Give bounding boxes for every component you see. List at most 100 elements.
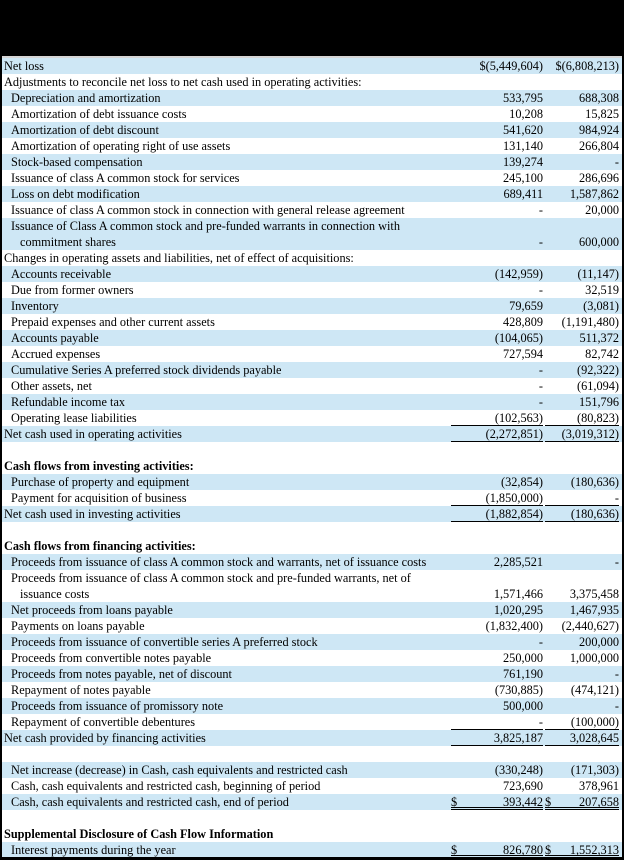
value-amount: 723,690 <box>503 779 543 793</box>
value-col-2: 1,587,862 <box>545 186 619 202</box>
row-label: Stock-based compensation <box>4 154 451 170</box>
value-col-1: $ 393,442 <box>451 794 543 810</box>
row-label-line1: Adjustments to reconcile net loss to net… <box>4 75 362 89</box>
row-label: Proceeds from issuance of class A common… <box>4 554 451 570</box>
row-label: Proceeds from issuance of convertible se… <box>4 634 451 650</box>
row-label-line1: Net cash used in investing activities <box>4 507 181 521</box>
value-amount: 511,372 <box>579 331 619 345</box>
row-label: Net loss <box>4 58 451 74</box>
row-label-line1: Due from former owners <box>11 283 134 297</box>
table-row: Refundable income tax - 151,796 <box>2 394 622 410</box>
value-amount: - <box>538 379 543 393</box>
row-label: Adjustments to reconcile net loss to net… <box>4 74 451 90</box>
value-amount: - <box>614 667 619 681</box>
row-label-line1: Accounts payable <box>11 331 99 345</box>
value-col-2: 600,000 <box>545 234 619 250</box>
row-label: Proceeds from issuance of promissory not… <box>4 698 451 714</box>
table-row: Proceeds from convertible notes payable … <box>2 650 622 666</box>
row-label: Operating lease liabilities <box>4 410 451 426</box>
row-label: Refundable income tax <box>4 394 451 410</box>
table-row: Supplemental Disclosure of Cash Flow Inf… <box>2 826 622 842</box>
value-col-2: $ 207,658 <box>545 794 619 810</box>
value-amount: - <box>538 283 543 297</box>
value-amount: 727,594 <box>503 347 543 361</box>
value-col-1: 3,825,187 <box>451 730 543 746</box>
value-col-2: (100,000) <box>545 714 619 730</box>
value-amount: 20,000 <box>585 203 619 217</box>
row-label-line1: Payment for acquisition of business <box>11 491 187 505</box>
value-col-2: $(6,808,213) <box>545 58 619 74</box>
row-label-line1: Repayment of convertible debentures <box>11 715 196 729</box>
table-row: Cash flows from investing activities: <box>2 458 622 474</box>
row-label: Proceeds from convertible notes payable <box>4 650 451 666</box>
table-row: Accounts payable (104,065) 511,372 <box>2 330 622 346</box>
row-label: Accounts receivable <box>4 266 451 282</box>
table-row: Operating lease liabilities (102,563) (8… <box>2 410 622 426</box>
value-amount: 250,000 <box>503 651 543 665</box>
table-row: Cash flows from financing activities: <box>2 538 622 554</box>
table-row: Proceeds from issuance of class A common… <box>2 570 622 602</box>
row-label: Amortization of debt issuance costs <box>4 106 451 122</box>
value-col-2: $ 1,552,313 <box>545 842 619 857</box>
row-label-line2: commitment shares <box>20 235 116 249</box>
value-amount: 500,000 <box>503 699 543 713</box>
row-label: Cash flows from financing activities: <box>4 538 451 554</box>
table-row: Issuance of Class A common stock and pre… <box>2 218 622 250</box>
value-amount: (474,121) <box>570 683 619 697</box>
row-label-line1: Proceeds from issuance of class A common… <box>11 571 411 585</box>
value-amount: 245,100 <box>503 171 543 185</box>
value-col-2: (3,019,312) <box>545 426 619 442</box>
value-col-1: - <box>451 202 543 218</box>
value-col-2: 15,825 <box>545 106 619 122</box>
masked-header-band <box>2 0 622 58</box>
value-col-1: 500,000 <box>451 698 543 714</box>
value-amount: 3,825,187 <box>493 731 543 745</box>
value-col-2: - <box>545 490 619 506</box>
value-col-1 <box>451 538 543 554</box>
row-label-line1: Cash, cash equivalents and restricted ca… <box>11 795 289 809</box>
value-col-1: - <box>451 394 543 410</box>
row-label-line1: Proceeds from convertible notes payable <box>11 651 212 665</box>
value-amount: 984,924 <box>579 123 619 137</box>
table-row: Net increase (decrease) in Cash, cash eq… <box>2 762 622 778</box>
row-label-line1: Refundable income tax <box>11 395 126 409</box>
value-amount: (104,065) <box>494 331 543 345</box>
value-col-1 <box>451 746 543 762</box>
row-label: Purchase of property and equipment <box>4 474 451 490</box>
row-label: Due from former owners <box>4 282 451 298</box>
value-amount: (3,081) <box>583 299 619 313</box>
table-row: Prepaid expenses and other current asset… <box>2 314 622 330</box>
value-col-2: 3,028,645 <box>545 730 619 746</box>
value-amount: (1,832,400) <box>485 619 543 633</box>
table-row: Changes in operating assets and liabilit… <box>2 250 622 266</box>
value-amount: - <box>538 395 543 409</box>
value-amount: 207,658 <box>579 795 619 809</box>
value-col-2 <box>545 250 619 266</box>
cashflow-table: Net loss $(5,449,604) $(6,808,213) Adjus… <box>2 58 622 857</box>
table-row: Proceeds from issuance of class A common… <box>2 554 622 570</box>
value-col-2: (80,823) <box>545 410 619 426</box>
value-col-1: 250,000 <box>451 650 543 666</box>
table-row: Proceeds from issuance of promissory not… <box>2 698 622 714</box>
table-row: Amortization of debt discount 541,620 98… <box>2 122 622 138</box>
row-label-line1: Proceeds from issuance of class A common… <box>11 555 427 569</box>
dollar-sign: $ <box>545 795 552 809</box>
value-col-1: 541,620 <box>451 122 543 138</box>
row-label: Accrued expenses <box>4 346 451 362</box>
row-label: Proceeds from issuance of class A common… <box>4 570 451 602</box>
table-row: Stock-based compensation 139,274 - <box>2 154 622 170</box>
row-label: Accounts payable <box>4 330 451 346</box>
value-amount: 79,659 <box>509 299 543 313</box>
row-label: Interest payments during the year <box>4 842 451 857</box>
value-amount: - <box>538 235 543 249</box>
value-amount: $(6,808,213) <box>555 59 619 73</box>
row-label-line1: Accrued expenses <box>11 347 101 361</box>
value-col-1: 131,140 <box>451 138 543 154</box>
row-label-line1: Stock-based compensation <box>11 155 143 169</box>
row-label-line1: Operating lease liabilities <box>11 411 137 425</box>
row-label-line1: Net loss <box>4 59 44 73</box>
table-row: Interest payments during the year $ 826,… <box>2 842 622 857</box>
row-label-line1: Issuance of Class A common stock and pre… <box>11 219 400 233</box>
value-col-2: (171,303) <box>545 762 619 778</box>
value-col-2: - <box>545 666 619 682</box>
